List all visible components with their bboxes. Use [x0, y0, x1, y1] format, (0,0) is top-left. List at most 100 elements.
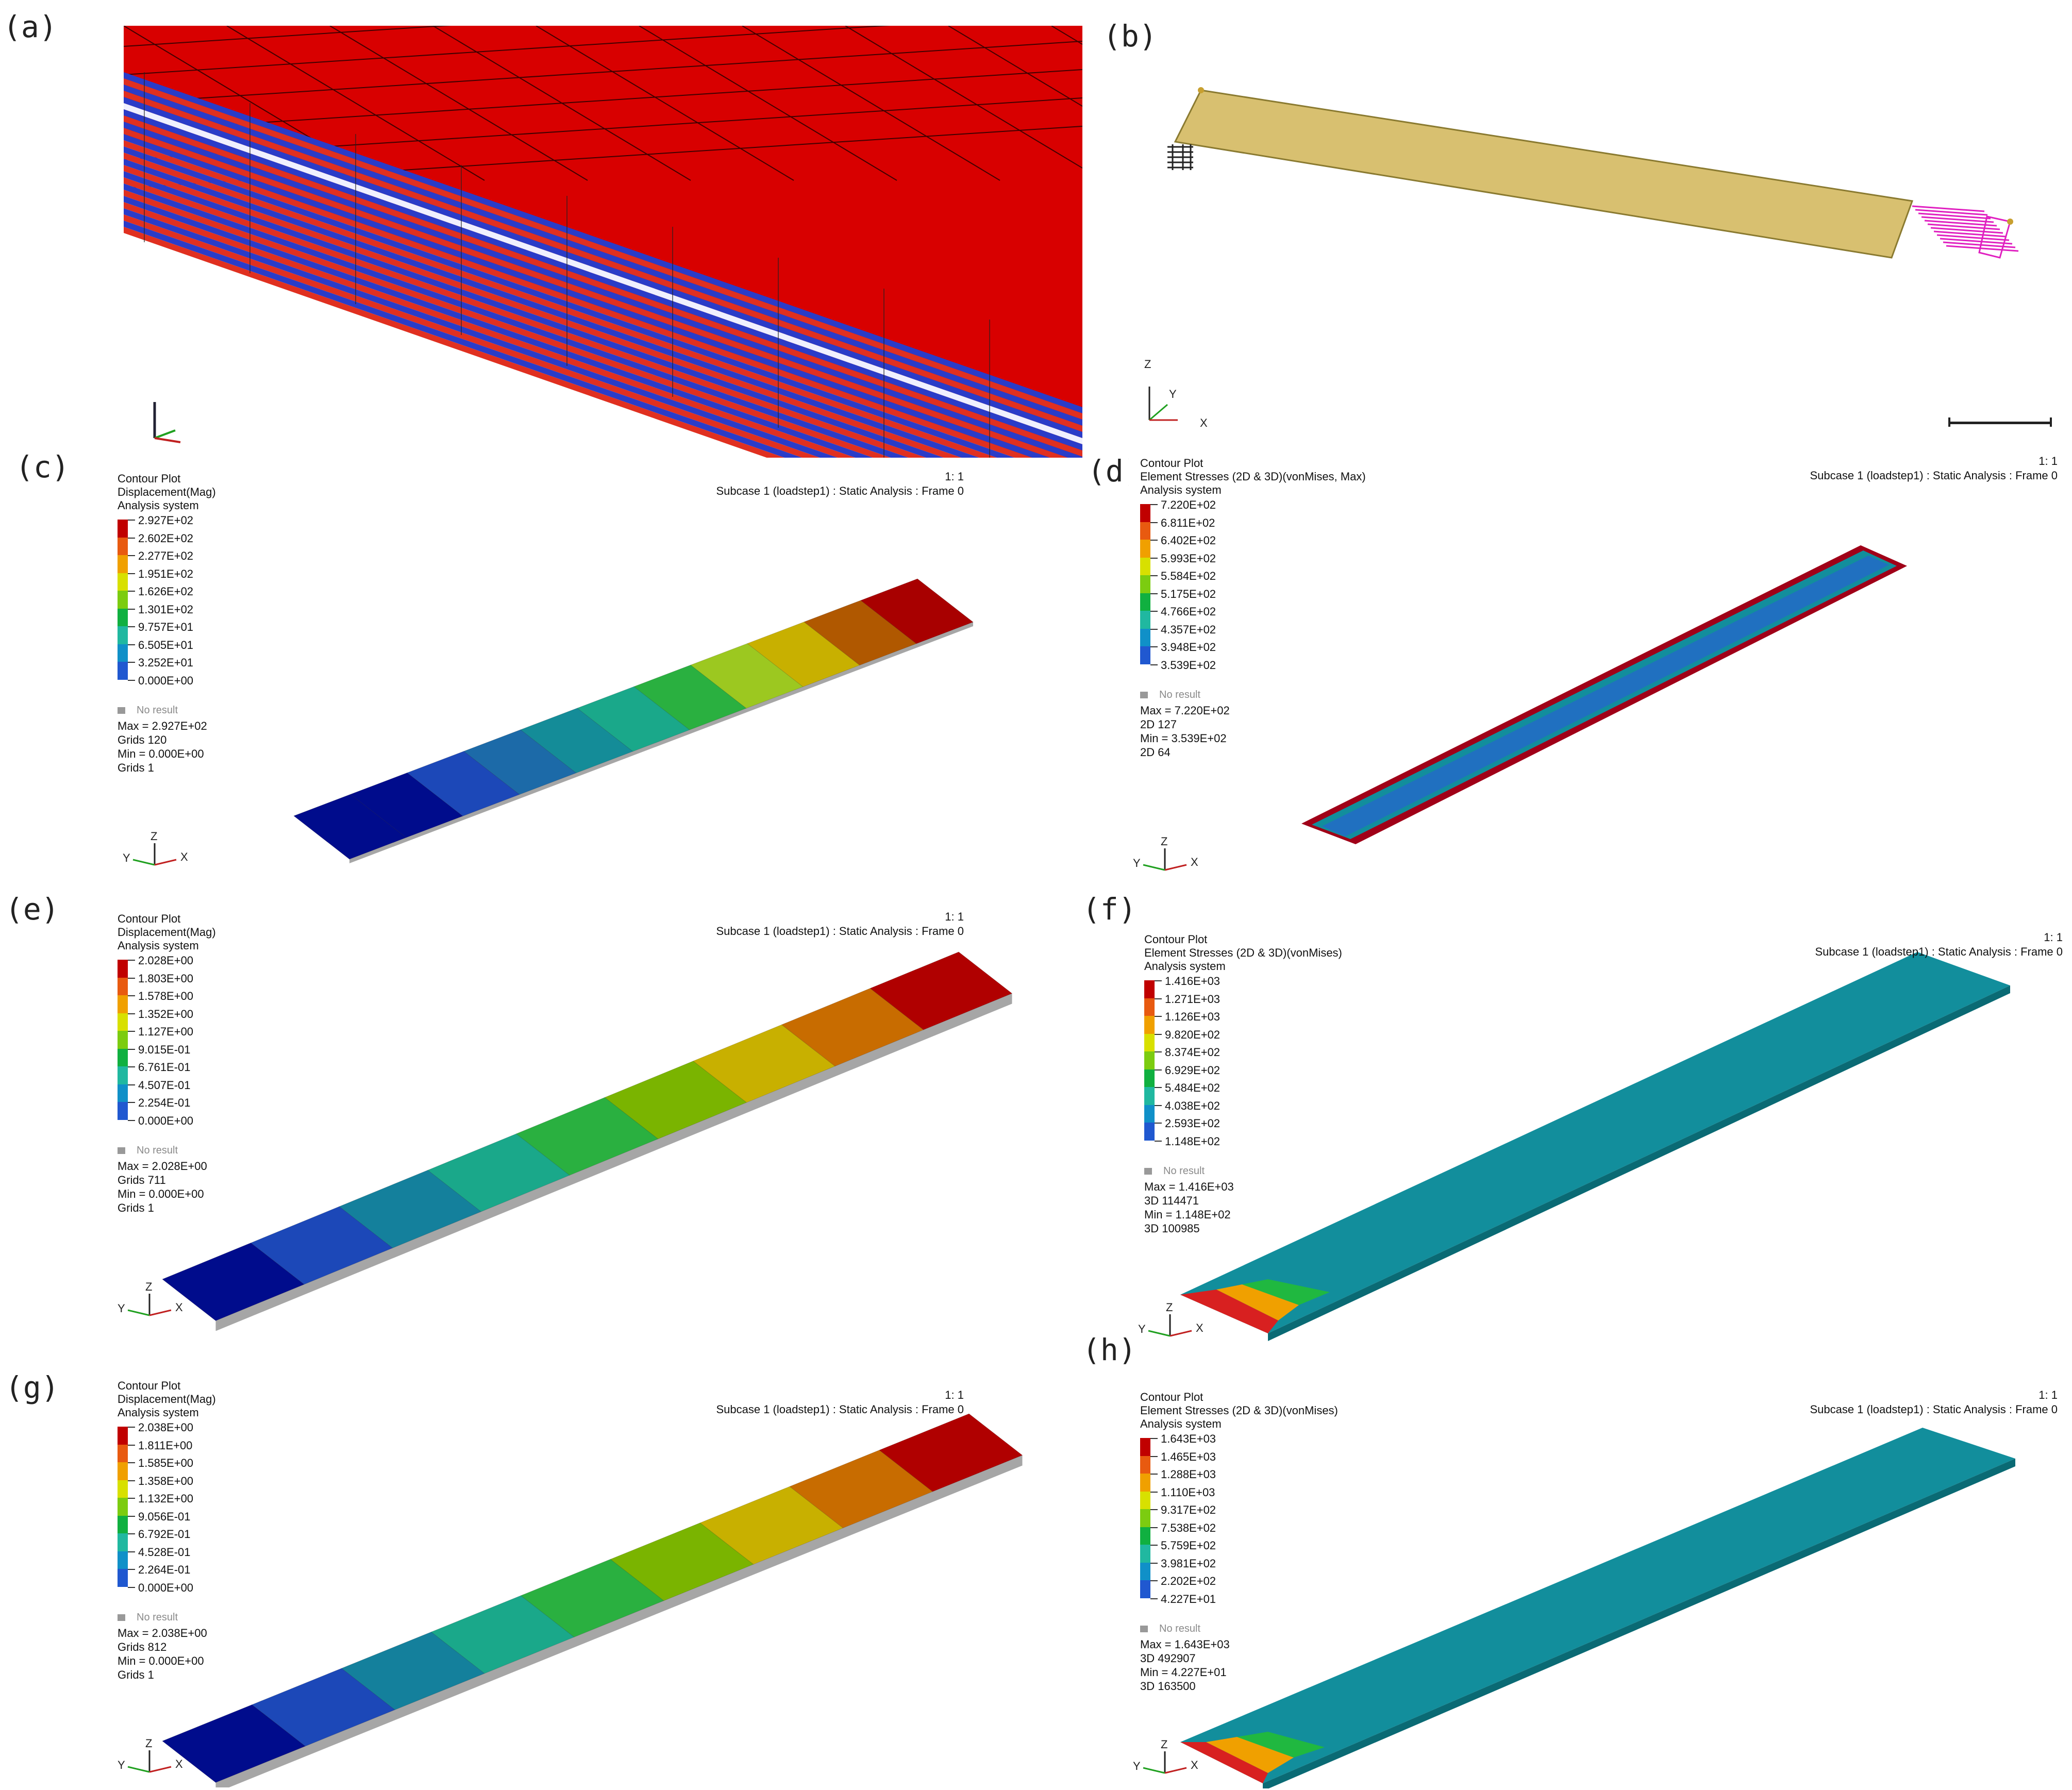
legend-value: 1.148E+02: [1165, 1134, 1221, 1148]
legend-value: 1.110E+03: [1161, 1485, 1215, 1499]
legend-tick: [128, 644, 135, 645]
panel-e-viewport[interactable]: Contour Plot Displacement(Mag) Analysis sy…: [113, 908, 1082, 1331]
panel-c-legend-entry: 1.951E+02: [118, 567, 252, 591]
svg-text:X: X: [1200, 416, 1208, 429]
svg-text:Z: Z: [1166, 1301, 1173, 1314]
legend-tick: [1155, 1069, 1162, 1070]
legend-swatch: [1140, 522, 1150, 540]
panel-a-viewport[interactable]: [124, 26, 1082, 458]
panel-c-header-line: Displacement(Mag): [118, 486, 216, 498]
legend-tick: [1155, 980, 1162, 981]
legend-tick: [1155, 1123, 1162, 1124]
legend-swatch: [1144, 1105, 1155, 1123]
panel-g-legend-entry: 1.811E+00: [118, 1439, 252, 1462]
panel-c-viewport[interactable]: Contour Plot Displacement(Mag) Analysis sy…: [113, 468, 1082, 891]
legend-value: 6.402E+02: [1161, 534, 1216, 547]
legend-value: 5.175E+02: [1161, 587, 1216, 600]
panel-h-viewport[interactable]: Contour Plot Element Stresses (2D & 3D)(v…: [1129, 1386, 2067, 1788]
panel-g-legend-entry: 1.132E+00: [118, 1492, 252, 1516]
legend-tick: [128, 537, 135, 539]
panel-g-viewport[interactable]: Contour Plot Displacement(Mag) Analysis sy…: [113, 1375, 1082, 1787]
legend-tick: [1150, 611, 1158, 612]
panel-c-beam: [293, 578, 974, 863]
panel-e-header-line: Analysis system: [118, 939, 199, 952]
legend-value: 6.505E+01: [138, 638, 194, 651]
panel-f-legend-entry: 1.271E+03: [1144, 993, 1278, 1016]
legend-swatch: [1140, 628, 1150, 646]
legend-swatch: [1140, 575, 1150, 593]
legend-value: 1.132E+00: [138, 1492, 194, 1505]
stats-line: Max = 2.927E+02: [118, 720, 207, 732]
panel-g-legend-entry: 4.528E-01: [118, 1546, 252, 1569]
legend-swatch: [118, 1048, 128, 1066]
svg-text:X: X: [175, 1301, 183, 1314]
stats-line: Grids 1: [118, 1201, 154, 1214]
legend-swatch: [1144, 980, 1155, 998]
no-result-swatch: [118, 707, 125, 714]
legend-tick: [128, 1462, 135, 1463]
svg-text:Z: Z: [151, 830, 157, 843]
legend-swatch: [118, 1427, 128, 1445]
legend-value: 4.357E+02: [1161, 623, 1216, 636]
legend-value: 2.593E+02: [1165, 1117, 1221, 1130]
legend-value: 1.465E+03: [1161, 1450, 1216, 1463]
legend-swatch: [118, 1066, 128, 1084]
legend-value: 1.643E+03: [1161, 1432, 1216, 1445]
panel-h-label: (h): [1082, 1332, 1137, 1367]
panel-h-legend-entry: 4.227E+01: [1140, 1593, 1274, 1616]
svg-text:Y: Y: [1169, 388, 1177, 400]
stats-line: Max = 1.416E+03: [1144, 1180, 1234, 1193]
legend-tick: [128, 1533, 135, 1534]
panel-g-header-line: Analysis system: [118, 1406, 199, 1419]
legend-swatch: [1140, 1527, 1150, 1545]
panel-c-axis-triad-icon: Z Y X: [123, 830, 188, 866]
panel-f-legend-entry: 8.374E+02: [1144, 1046, 1278, 1069]
panel-b-fixed-support-icon: [1167, 144, 1193, 170]
panel-d-legend-entry: 6.811E+02: [1140, 516, 1274, 540]
legend-tick: [1150, 664, 1158, 665]
legend-swatch: [1140, 557, 1150, 575]
legend-tick: [128, 662, 135, 663]
legend-value: 2.602E+02: [138, 531, 194, 545]
panel-a-axis-triad-icon: [153, 402, 181, 443]
panel-e-legend-entry: 1.803E+00: [118, 972, 252, 995]
stats-line: Min = 0.000E+00: [118, 1654, 204, 1667]
legend-tick: [128, 995, 135, 996]
legend-value: 4.507E-01: [138, 1078, 191, 1092]
panel-h-legend-entry: 1.288E+03: [1140, 1468, 1274, 1492]
panel-a-mesh: [124, 26, 1082, 458]
legend-swatch: [1140, 646, 1150, 664]
legend-tick: [1150, 1438, 1158, 1439]
stats-line: 3D 492907: [1140, 1652, 1196, 1665]
svg-text:X: X: [1191, 856, 1198, 868]
legend-value: 6.792E-01: [138, 1528, 191, 1541]
panel-c-header-line: Analysis system: [118, 499, 199, 512]
panel-c-legend-entry: 2.277E+02: [118, 549, 252, 573]
legend-swatch: [1140, 611, 1150, 629]
panel-h-beam: [1180, 1428, 2015, 1788]
stats-line: Grids 120: [118, 733, 167, 746]
panel-e-legend-entry: 1.352E+00: [118, 1008, 252, 1031]
legend-value: 3.252E+01: [138, 656, 194, 669]
panel-h-legend-entry: 3.981E+02: [1140, 1557, 1274, 1580]
legend-tick: [1155, 1087, 1162, 1088]
panel-g-beam: [162, 1413, 1023, 1787]
no-result-swatch: [118, 1614, 125, 1621]
legend-swatch: [1140, 1438, 1150, 1456]
panel-b-load-arrows-icon: [1912, 205, 2019, 259]
panel-d-viewport[interactable]: Contour Plot Element Stresses (2D & 3D)(v…: [1129, 453, 2067, 891]
legend-tick: [128, 608, 135, 610]
stats-line: 2D 64: [1140, 746, 1171, 759]
panel-g-header-line: Contour Plot: [118, 1379, 181, 1392]
panel-f-beam: [1180, 952, 2010, 1341]
panel-d-header-line: Analysis system: [1140, 483, 1222, 496]
panel-e-stats: Max = 2.028E+00 Grids 711 Min = 0.000E+00 G…: [118, 1159, 207, 1215]
legend-tick: [128, 591, 135, 592]
panel-e-legend-entry: 6.761E-01: [118, 1061, 252, 1084]
panel-f-viewport[interactable]: Contour Plot Element Stresses (2D & 3D)(v…: [1134, 929, 2067, 1341]
legend-tick: [128, 1444, 135, 1446]
no-result-label: No result: [1159, 689, 1201, 700]
panel-g-no-result: No result: [118, 1612, 178, 1624]
legend-tick: [1150, 1580, 1158, 1581]
panel-b-viewport[interactable]: Z Y X: [1124, 52, 2062, 443]
